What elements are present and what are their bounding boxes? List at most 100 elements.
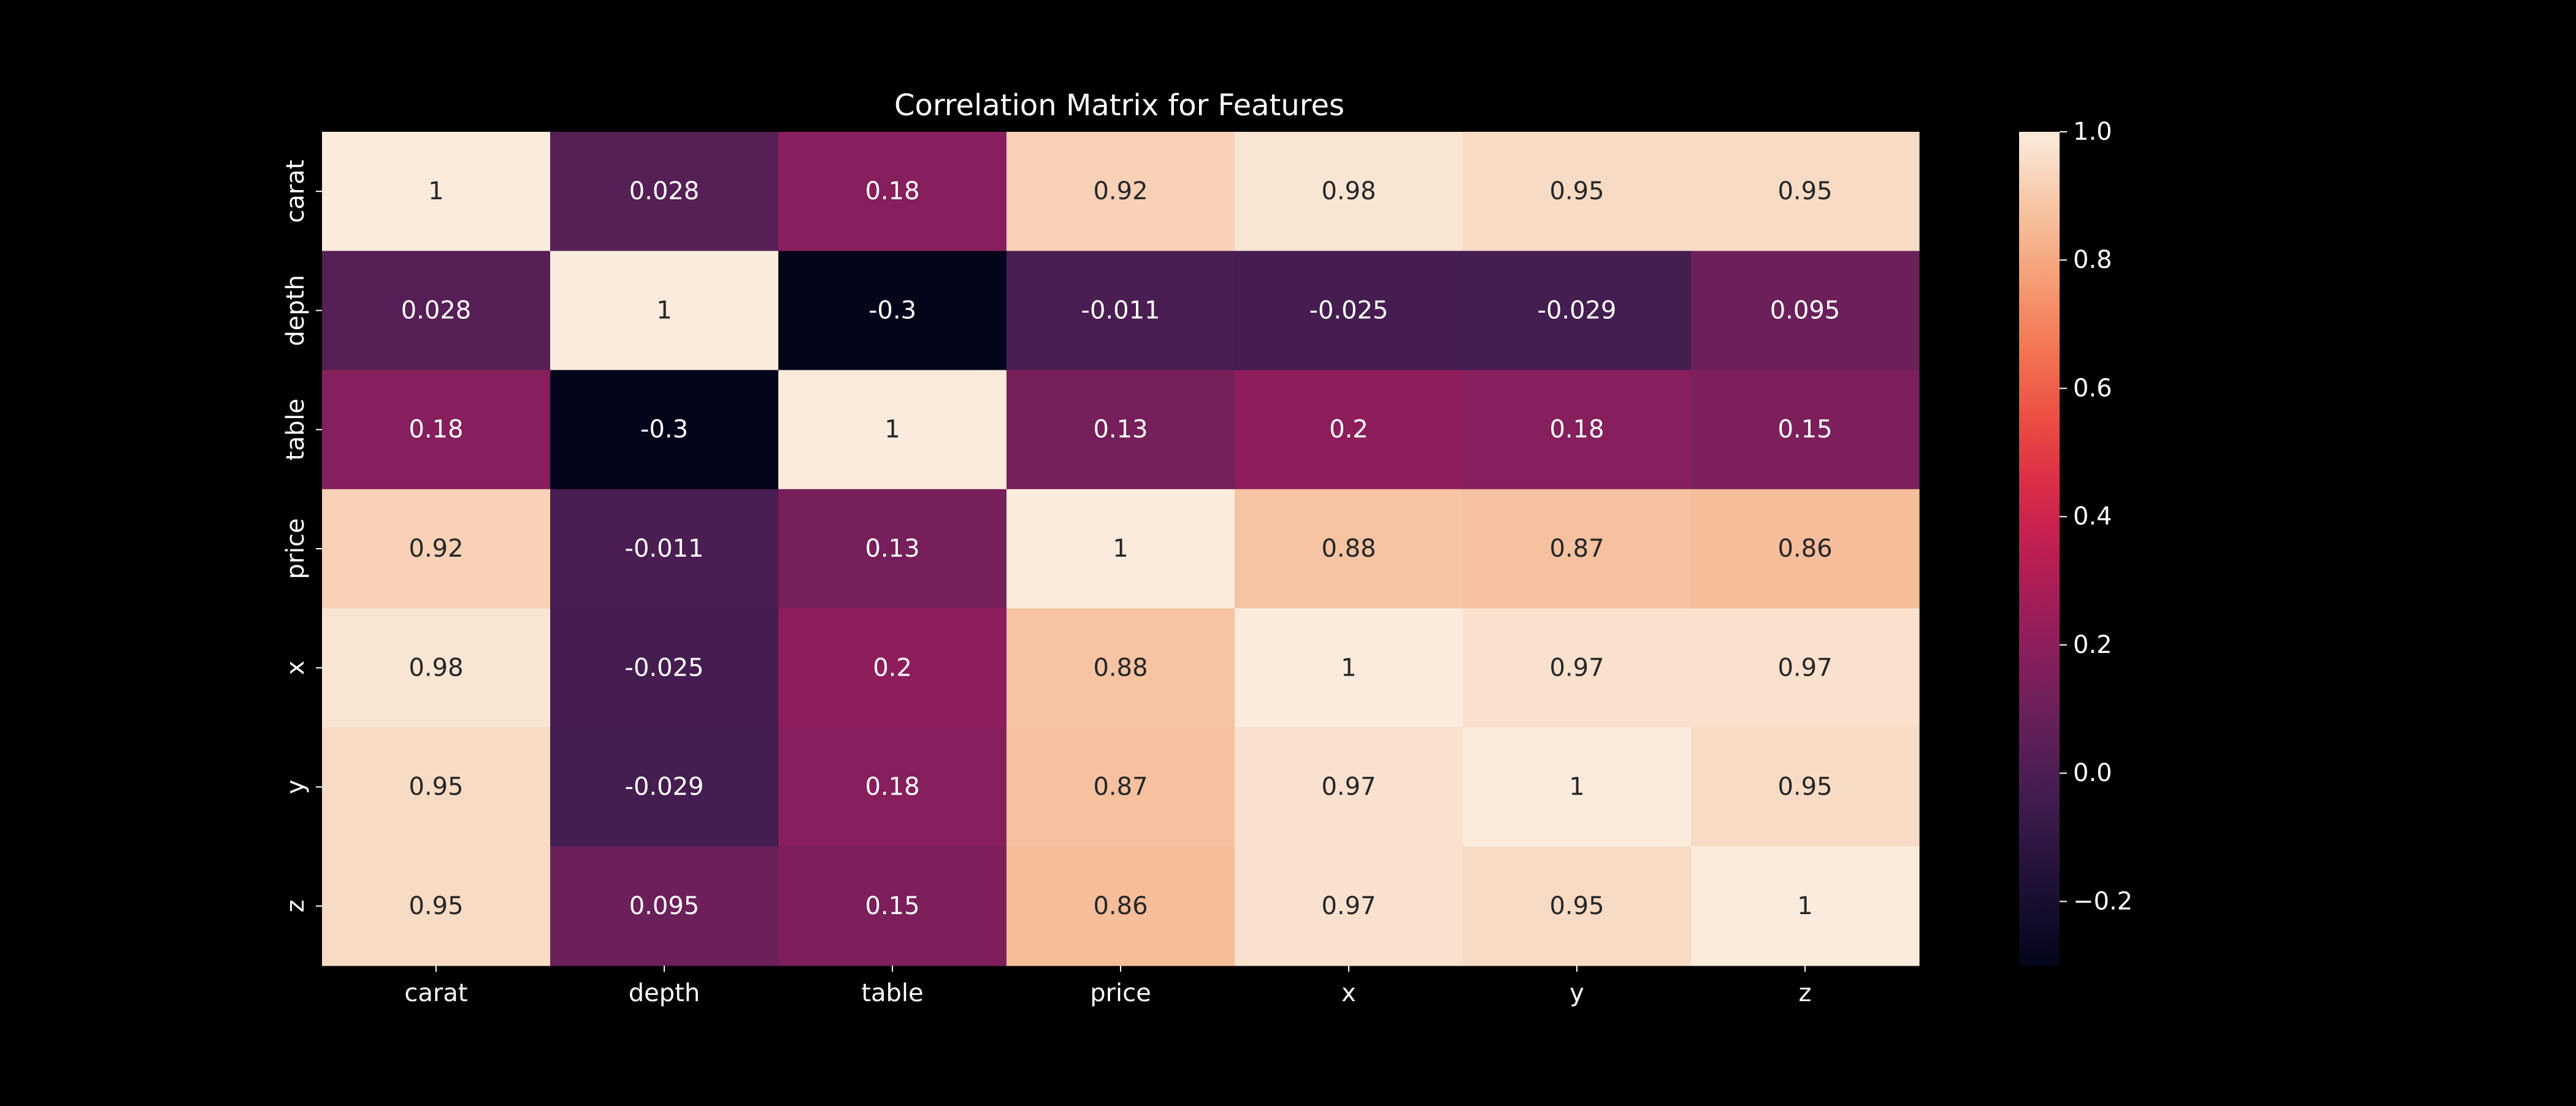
heatmap-cell-z-z <box>1691 846 1920 966</box>
cell-annotation-y-z: 0.95 <box>1777 773 1832 801</box>
cell-annotation-z-y: 0.95 <box>1549 892 1604 920</box>
cell-annotation-table-table: 1 <box>884 416 900 444</box>
cell-annotation-depth-carat: 0.028 <box>401 296 472 324</box>
heatmap-cell-z-y <box>1463 846 1692 966</box>
heatmap-cell-z-table <box>778 846 1007 966</box>
cell-annotation-y-x: 0.97 <box>1321 773 1376 801</box>
x-tick-label-carat: carat <box>404 979 467 1007</box>
cell-annotation-y-table: 0.18 <box>865 773 919 801</box>
y-tick-label-price: price <box>282 518 310 579</box>
cell-annotation-table-depth: -0.3 <box>640 416 688 444</box>
x-tick-label-price: price <box>1090 979 1151 1007</box>
cell-annotation-y-y: 1 <box>1569 773 1584 801</box>
cell-annotation-x-x: 1 <box>1341 654 1356 682</box>
heatmap-cell-y-z <box>1691 727 1920 847</box>
y-tick-label-x: x <box>282 660 310 675</box>
cell-annotation-x-y: 0.97 <box>1549 654 1604 682</box>
cell-annotations: 1 0.028 0.18 0.92 0.98 0.95 0.95 0.028 1 -0.3 -0.0… <box>401 177 1841 920</box>
cell-annotation-x-table: 0.2 <box>873 654 912 682</box>
heatmap-cell-carat-y <box>1463 132 1692 251</box>
cell-annotation-price-carat: 0.92 <box>408 535 463 563</box>
cell-annotation-carat-price: 0.92 <box>1093 177 1148 205</box>
y-tick-label-y: y <box>282 780 310 795</box>
cell-annotation-depth-x: -0.025 <box>1309 296 1389 324</box>
cell-annotation-table-y: 0.18 <box>1549 416 1604 444</box>
colorbar-tick-label: 0.6 <box>2073 374 2112 402</box>
cell-annotation-depth-depth: 1 <box>656 296 672 324</box>
x-tick-label-z: z <box>1799 979 1812 1007</box>
cell-annotation-y-carat: 0.95 <box>408 773 463 801</box>
cell-annotation-x-z: 0.97 <box>1777 654 1832 682</box>
heatmap-cell-carat-x <box>1235 132 1463 251</box>
heatmap-cell-z-carat <box>322 846 551 966</box>
y-tick-label-depth: depth <box>282 275 310 346</box>
x-axis: carat depth table price x y z <box>404 966 1812 1007</box>
heatmap-cell-depth-carat <box>322 251 551 371</box>
heatmap-cell-price-carat <box>322 489 551 609</box>
heatmap-cell-price-z <box>1691 489 1920 609</box>
colorbar-tick-label: 0.8 <box>2073 246 2112 274</box>
y-tick-label-carat: carat <box>282 160 310 223</box>
heatmap-cell-x-price <box>1006 608 1235 728</box>
heatmap-cell-table-z <box>1691 370 1920 490</box>
cell-annotation-carat-z: 0.95 <box>1777 177 1832 205</box>
colorbar-tick-label: 0.0 <box>2073 759 2112 787</box>
cell-annotation-z-depth: 0.095 <box>629 892 700 920</box>
cell-annotation-table-price: 0.13 <box>1093 416 1148 444</box>
cell-annotation-z-table: 0.15 <box>865 892 919 920</box>
colorbar: 1.0 0.8 0.6 0.4 0.2 0.0 −0.2 <box>2019 118 2133 966</box>
heatmap-cell-carat-depth <box>550 132 779 251</box>
x-tick-label-x: x <box>1341 979 1356 1007</box>
cell-annotation-z-z: 1 <box>1797 892 1812 920</box>
colorbar-tick-label: −0.2 <box>2073 887 2133 915</box>
heatmap-cell-x-y <box>1463 608 1692 728</box>
heatmap-cell-x-table <box>778 608 1007 728</box>
heatmap-cell-z-depth <box>550 846 779 966</box>
heatmap-cell-y-carat <box>322 727 551 847</box>
cell-annotation-carat-x: 0.98 <box>1321 177 1376 205</box>
cell-annotation-z-x: 0.97 <box>1321 892 1376 920</box>
cell-annotation-carat-table: 0.18 <box>865 177 919 205</box>
cell-annotation-carat-y: 0.95 <box>1549 177 1604 205</box>
heatmap-cell-carat-z <box>1691 132 1920 251</box>
cell-annotation-z-price: 0.86 <box>1093 892 1148 920</box>
heatmap-cell-z-price <box>1006 846 1235 966</box>
heatmap-cell-depth-table <box>778 251 1007 371</box>
heatmap-cell-table-depth <box>550 370 779 490</box>
heatmap-cell-table-table <box>778 370 1007 490</box>
cell-annotation-depth-price: -0.011 <box>1081 296 1160 324</box>
heatmap-cell-table-y <box>1463 370 1692 490</box>
colorbar-gradient <box>2019 132 2060 966</box>
cell-annotation-carat-depth: 0.028 <box>629 177 700 205</box>
cell-annotation-table-z: 0.15 <box>1777 416 1832 444</box>
x-tick-label-table: table <box>861 979 923 1007</box>
heatmap-cell-y-x <box>1235 727 1463 847</box>
heatmap-cell-x-carat <box>322 608 551 728</box>
cell-annotation-depth-table: -0.3 <box>868 296 916 324</box>
heatmap-cell-table-carat <box>322 370 551 490</box>
y-tick-label-table: table <box>282 399 310 460</box>
cell-annotation-price-depth: -0.011 <box>625 535 704 563</box>
heatmap-cell-x-x <box>1235 608 1463 728</box>
y-axis: carat depth table price x y z <box>282 160 322 912</box>
chart-title: Correlation Matrix for Features <box>894 88 1344 123</box>
heatmap-cell-y-table <box>778 727 1007 847</box>
heatmap-cell-y-price <box>1006 727 1235 847</box>
heatmap-cell-carat-table <box>778 132 1007 251</box>
cell-annotation-price-price: 1 <box>1113 535 1128 563</box>
cell-annotation-price-table: 0.13 <box>865 535 919 563</box>
colorbar-tick-label: 1.0 <box>2073 118 2112 146</box>
heatmap-cell-x-depth <box>550 608 779 728</box>
cell-annotation-x-price: 0.88 <box>1093 654 1148 682</box>
cell-annotation-x-carat: 0.98 <box>408 654 463 682</box>
heatmap-cell-y-y <box>1463 727 1692 847</box>
x-tick-label-depth: depth <box>629 979 700 1007</box>
heatmap-cell-price-table <box>778 489 1007 609</box>
x-tick-label-y: y <box>1570 979 1584 1007</box>
cell-annotation-y-price: 0.87 <box>1093 773 1148 801</box>
cell-annotation-x-depth: -0.025 <box>625 654 704 682</box>
cell-annotation-table-x: 0.2 <box>1329 416 1368 444</box>
cell-annotation-y-depth: -0.029 <box>625 773 704 801</box>
